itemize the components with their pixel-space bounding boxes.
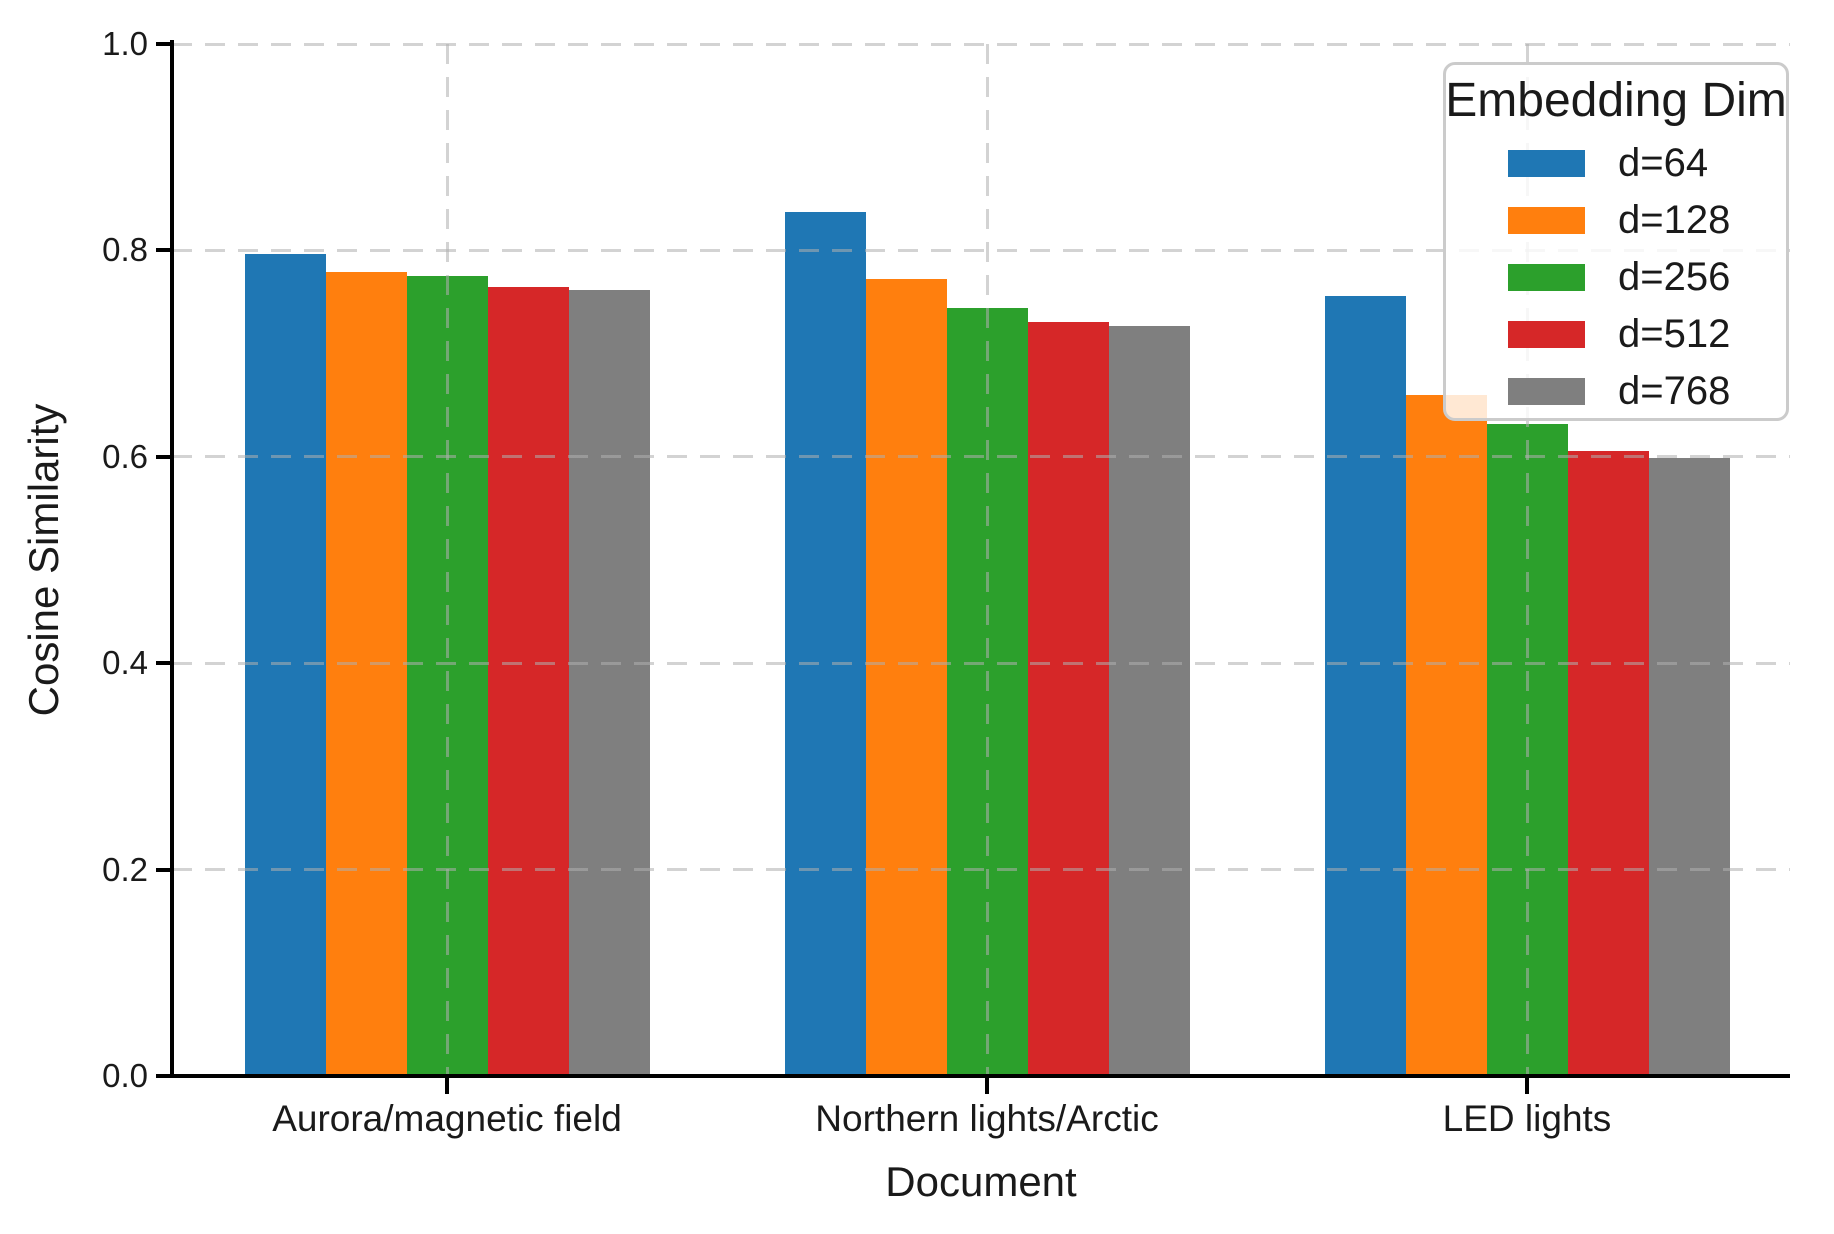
bar-d=768-category-2 bbox=[1649, 457, 1730, 1076]
gridline-horizontal-0.4 bbox=[172, 661, 1790, 665]
y-tick-mark-0.8 bbox=[156, 248, 172, 253]
legend-swatch-d=512 bbox=[1508, 321, 1585, 348]
y-tick-mark-1.0 bbox=[156, 42, 172, 46]
legend: Embedding Dim d=64 d=128 d=256 d=512 d=768 bbox=[1443, 62, 1789, 421]
bar-d=512-category-0 bbox=[488, 286, 569, 1076]
bar-d=128-category-1 bbox=[866, 279, 947, 1076]
gridline-vertical-category-0 bbox=[445, 44, 449, 1076]
gridline-vertical-category-1 bbox=[985, 44, 989, 1076]
bar-d=768-category-0 bbox=[569, 289, 650, 1076]
gridline-horizontal-0.6 bbox=[172, 455, 1790, 459]
gridline-vertical-category-2 bbox=[1525, 44, 1529, 1076]
bar-d=512-category-2 bbox=[1568, 450, 1649, 1076]
gridline-horizontal-1.0 bbox=[172, 42, 1790, 46]
legend-swatch-d=64 bbox=[1508, 150, 1585, 177]
legend-entry-label: d=128 bbox=[1618, 198, 1731, 242]
legend-entry-d=512: d=512 bbox=[1446, 306, 1786, 363]
legend-entry-d=256: d=256 bbox=[1446, 249, 1786, 306]
legend-entry-d=768: d=768 bbox=[1446, 363, 1786, 420]
y-tick-label: 0.6 bbox=[102, 437, 148, 475]
y-tick-mark-0.0 bbox=[156, 1074, 172, 1078]
y-tick-label: 0.0 bbox=[102, 1057, 148, 1094]
bar-d=64-category-1 bbox=[785, 212, 866, 1076]
gridline-horizontal-0.8 bbox=[172, 248, 1790, 252]
y-tick-label: 1.0 bbox=[102, 25, 148, 62]
legend-entry-d=64: d=64 bbox=[1446, 135, 1786, 192]
bar-d=128-category-2 bbox=[1406, 394, 1487, 1076]
x-tick-label: LED lights bbox=[1442, 1098, 1612, 1139]
legend-entry-label: d=64 bbox=[1618, 141, 1709, 185]
legend-entry-label: d=768 bbox=[1618, 369, 1731, 413]
x-tick-label: Northern lights/Arctic bbox=[815, 1098, 1159, 1139]
x-axis-spine bbox=[170, 1074, 1790, 1078]
y-tick-label: 0.2 bbox=[102, 850, 148, 888]
x-tick-mark-category-0 bbox=[445, 1078, 449, 1094]
x-tick-mark-category-2 bbox=[1525, 1078, 1529, 1094]
bar-d=64-category-2 bbox=[1325, 295, 1406, 1076]
legend-swatch-d=256 bbox=[1508, 264, 1585, 291]
legend-swatch-d=128 bbox=[1508, 207, 1585, 234]
y-axis-spine bbox=[170, 40, 174, 1078]
bar-d=128-category-0 bbox=[326, 272, 407, 1076]
legend-title: Embedding Dim bbox=[1445, 73, 1787, 127]
y-tick-mark-0.4 bbox=[156, 661, 172, 666]
bar-d=768-category-1 bbox=[1109, 325, 1190, 1076]
legend-entry-d=128: d=128 bbox=[1446, 192, 1786, 249]
legend-swatch-d=768 bbox=[1508, 378, 1585, 405]
gridline-horizontal-0.2 bbox=[172, 868, 1790, 872]
y-tick-label: 0.4 bbox=[102, 644, 148, 682]
bar-d=512-category-1 bbox=[1028, 321, 1109, 1076]
y-tick-mark-0.6 bbox=[156, 454, 172, 459]
x-tick-label: Aurora/magnetic field bbox=[272, 1098, 622, 1139]
legend-entry-label: d=512 bbox=[1618, 312, 1731, 356]
plot-area bbox=[172, 42, 1790, 1076]
legend-entry-label: d=256 bbox=[1618, 255, 1731, 299]
x-axis-title: Document bbox=[885, 1158, 1077, 1205]
y-tick-label: 0.8 bbox=[102, 231, 148, 269]
y-tick-mark-0.2 bbox=[156, 867, 172, 872]
x-tick-mark-category-1 bbox=[985, 1078, 989, 1094]
bar-d=64-category-0 bbox=[245, 253, 326, 1076]
